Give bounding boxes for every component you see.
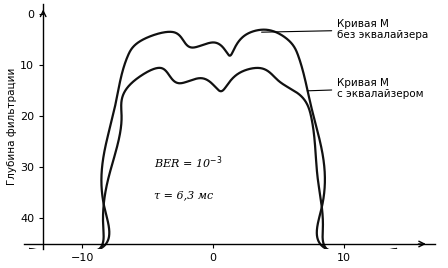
Text: BER = 10$^{-3}$: BER = 10$^{-3}$ [154, 154, 223, 171]
Y-axis label: Глубина фильтрации: Глубина фильтрации [7, 68, 17, 185]
Text: τ = 6,3 мс: τ = 6,3 мс [154, 190, 214, 200]
Text: Кривая М
с эквалайзером: Кривая М с эквалайзером [307, 77, 424, 99]
Text: Кривая М
без эквалайзера: Кривая М без эквалайзера [262, 19, 428, 40]
